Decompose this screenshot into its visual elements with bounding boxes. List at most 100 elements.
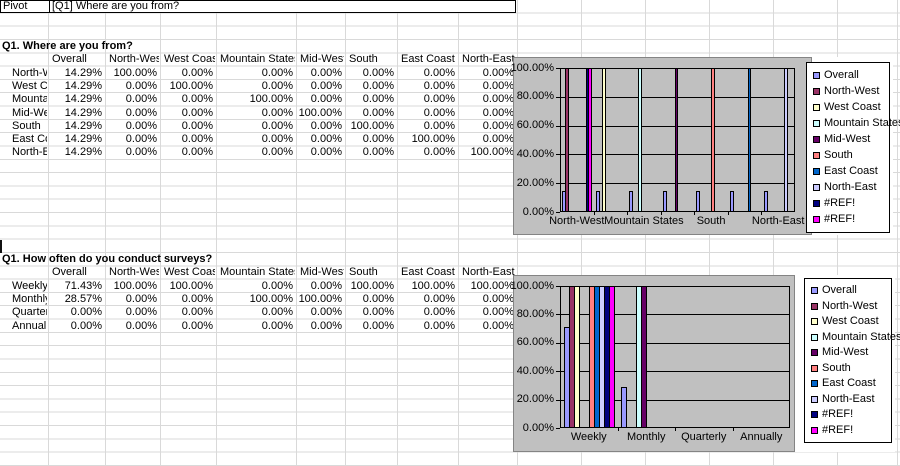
- row-label[interactable]: Quarterly: [12, 306, 47, 319]
- column-header[interactable]: Overall: [52, 53, 87, 66]
- table-cell[interactable]: 0.00%: [261, 66, 293, 79]
- table-cell[interactable]: 0.00%: [125, 292, 157, 305]
- column-header[interactable]: Mountain States: [220, 266, 295, 279]
- table-cell[interactable]: 0.00%: [310, 93, 342, 106]
- table-cell[interactable]: 0.00%: [423, 119, 455, 132]
- column-header[interactable]: Overall: [52, 266, 87, 279]
- table-cell[interactable]: 0.00%: [261, 106, 293, 119]
- column-header[interactable]: East Coast: [401, 53, 455, 66]
- table-cell[interactable]: 0.00%: [261, 133, 293, 146]
- table-cell[interactable]: 0.00%: [310, 279, 342, 292]
- table-cell[interactable]: 0.00%: [181, 292, 213, 305]
- table-cell[interactable]: 100.00%: [411, 133, 455, 146]
- column-header[interactable]: West Coast: [164, 266, 215, 279]
- table-cell[interactable]: 0.00%: [181, 66, 213, 79]
- table-cell[interactable]: 0.00%: [423, 93, 455, 106]
- table-cell[interactable]: 14.29%: [64, 79, 102, 92]
- table-title[interactable]: Q1. Where are you from?: [2, 39, 133, 52]
- table-cell[interactable]: 0.00%: [482, 119, 514, 132]
- table-cell[interactable]: 0.00%: [261, 279, 293, 292]
- table-cell[interactable]: 100.00%: [169, 79, 213, 92]
- table-cell[interactable]: 0.00%: [261, 119, 293, 132]
- table-cell[interactable]: 0.00%: [423, 319, 455, 332]
- legend[interactable]: Overall North-West West Coast Mountain Stat…: [804, 278, 900, 443]
- column-header[interactable]: Mountain States: [220, 53, 295, 66]
- table-cell[interactable]: 0.00%: [181, 306, 213, 319]
- table-cell[interactable]: 14.29%: [64, 146, 102, 159]
- table-cell[interactable]: 0.00%: [362, 93, 394, 106]
- row-label[interactable]: North-East: [12, 146, 47, 159]
- legend[interactable]: Overall North-West West Coast Mountain Stat…: [806, 62, 900, 233]
- table-cell[interactable]: 0.00%: [70, 319, 102, 332]
- table-cell[interactable]: 0.00%: [362, 319, 394, 332]
- table-cell[interactable]: 0.00%: [423, 292, 455, 305]
- table-cell[interactable]: 0.00%: [362, 292, 394, 305]
- column-header[interactable]: Mid-West: [300, 266, 344, 279]
- table-cell[interactable]: 0.00%: [362, 306, 394, 319]
- table-cell[interactable]: 14.29%: [64, 66, 102, 79]
- table-cell[interactable]: 0.00%: [181, 119, 213, 132]
- table-cell[interactable]: 100.00%: [113, 66, 157, 79]
- row-label[interactable]: Weekly: [12, 279, 47, 292]
- table-cell[interactable]: 0.00%: [310, 79, 342, 92]
- table-cell[interactable]: 14.29%: [64, 106, 102, 119]
- table-cell[interactable]: 0.00%: [261, 79, 293, 92]
- row-label[interactable]: North-West: [12, 66, 47, 79]
- table-cell[interactable]: 0.00%: [125, 306, 157, 319]
- table-cell[interactable]: 14.29%: [64, 93, 102, 106]
- row-label[interactable]: Annually: [12, 319, 47, 332]
- table-cell[interactable]: 0.00%: [423, 106, 455, 119]
- table-cell[interactable]: 14.29%: [64, 133, 102, 146]
- column-header[interactable]: North-West: [109, 53, 159, 66]
- table-cell[interactable]: 0.00%: [125, 106, 157, 119]
- table-cell[interactable]: 100.00%: [350, 279, 394, 292]
- column-header[interactable]: North-East: [462, 266, 515, 279]
- table-cell[interactable]: 100.00%: [113, 279, 157, 292]
- table-cell[interactable]: 0.00%: [423, 66, 455, 79]
- table-cell[interactable]: 14.29%: [64, 119, 102, 132]
- table-cell[interactable]: 0.00%: [125, 146, 157, 159]
- column-header[interactable]: Mid-West: [300, 53, 344, 66]
- row-label[interactable]: Monthly: [12, 292, 47, 305]
- table-cell[interactable]: 0.00%: [482, 319, 514, 332]
- table-cell[interactable]: 0.00%: [362, 66, 394, 79]
- table-cell[interactable]: 0.00%: [423, 146, 455, 159]
- table-cell[interactable]: 100.00%: [249, 93, 293, 106]
- table-title[interactable]: Q1. How often do you conduct surveys?: [2, 252, 213, 265]
- table-cell[interactable]: 0.00%: [181, 133, 213, 146]
- table-cell[interactable]: 0.00%: [482, 106, 514, 119]
- table-cell[interactable]: 0.00%: [362, 146, 394, 159]
- table-cell[interactable]: 0.00%: [261, 146, 293, 159]
- table-cell[interactable]: 0.00%: [482, 292, 514, 305]
- row-label[interactable]: West Coast: [12, 79, 47, 92]
- table-cell[interactable]: 0.00%: [482, 306, 514, 319]
- table-cell[interactable]: 71.43%: [64, 279, 102, 292]
- table-cell[interactable]: 0.00%: [310, 66, 342, 79]
- table-cell[interactable]: 0.00%: [362, 106, 394, 119]
- table-cell[interactable]: 100.00%: [298, 292, 342, 305]
- table-cell[interactable]: 28.57%: [64, 292, 102, 305]
- column-header[interactable]: East Coast: [401, 266, 455, 279]
- table-cell[interactable]: 0.00%: [125, 319, 157, 332]
- table-cell[interactable]: 100.00%: [470, 146, 514, 159]
- table-cell[interactable]: 0.00%: [310, 306, 342, 319]
- table-cell[interactable]: 0.00%: [181, 146, 213, 159]
- table-cell[interactable]: 0.00%: [125, 133, 157, 146]
- table-cell[interactable]: 0.00%: [423, 306, 455, 319]
- table-cell[interactable]: 0.00%: [362, 133, 394, 146]
- table-cell[interactable]: 0.00%: [482, 79, 514, 92]
- table-cell[interactable]: 0.00%: [310, 319, 342, 332]
- table-cell[interactable]: 100.00%: [350, 119, 394, 132]
- table-cell[interactable]: 100.00%: [470, 279, 514, 292]
- row-label[interactable]: East Coast: [12, 133, 47, 146]
- cell-pivot[interactable]: Pivot: [3, 0, 28, 12]
- table-cell[interactable]: 0.00%: [181, 319, 213, 332]
- column-header[interactable]: West Coast: [164, 53, 215, 66]
- table-cell[interactable]: 0.00%: [482, 66, 514, 79]
- table-cell[interactable]: 0.00%: [261, 319, 293, 332]
- table-cell[interactable]: 0.00%: [310, 133, 342, 146]
- row-label[interactable]: Mountain States: [12, 93, 47, 106]
- table-cell[interactable]: 0.00%: [125, 119, 157, 132]
- table-cell[interactable]: 100.00%: [298, 106, 342, 119]
- table-cell[interactable]: 0.00%: [261, 306, 293, 319]
